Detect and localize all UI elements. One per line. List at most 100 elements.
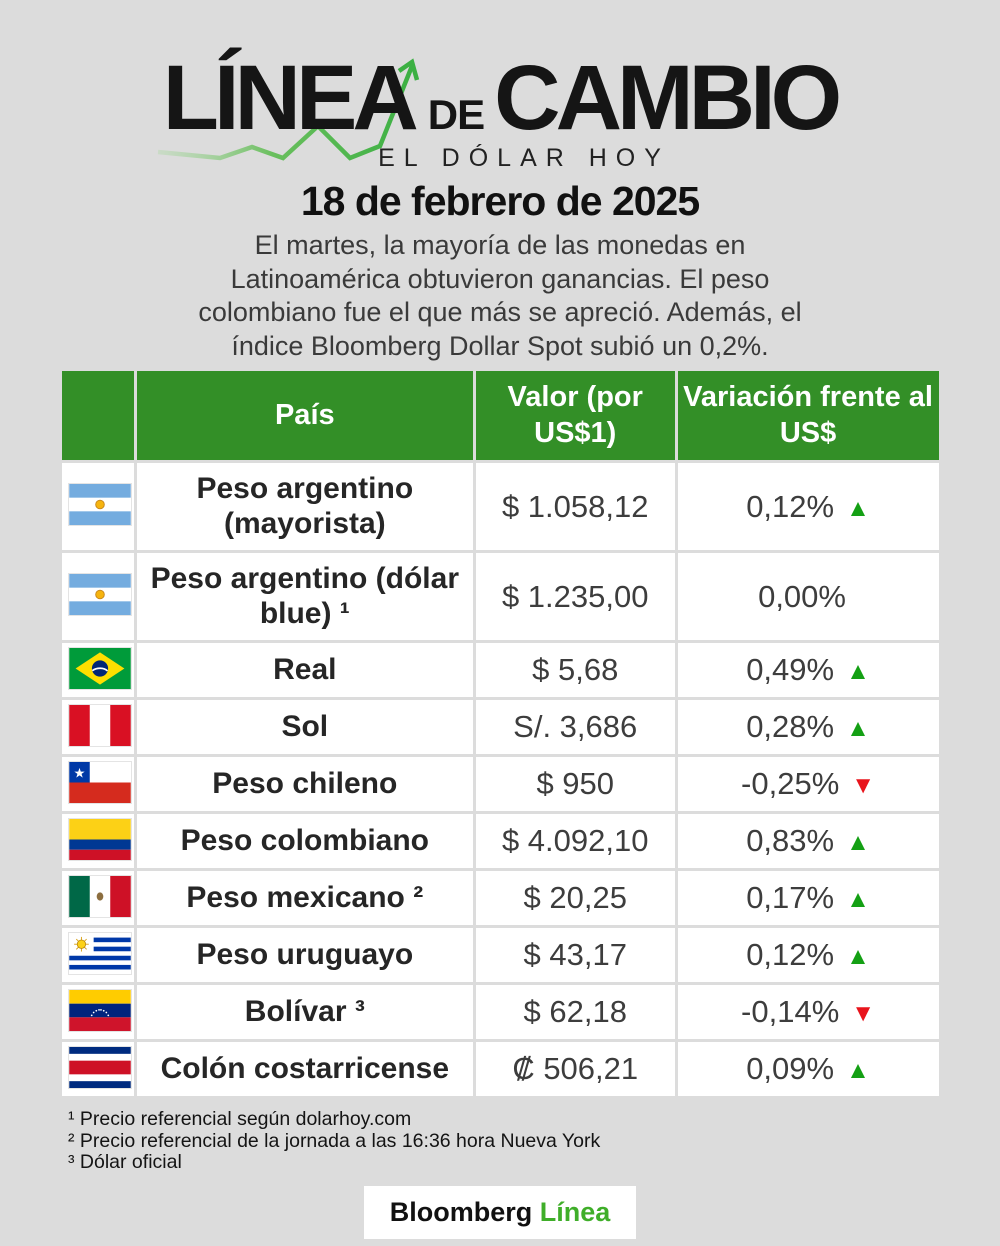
up-arrow-icon: ▲	[846, 943, 870, 970]
variation-value: -0,14%	[741, 994, 840, 1029]
up-arrow-icon: ▲	[846, 658, 870, 685]
table-row: Peso mexicano ² $ 20,25 0,17% ▲	[61, 871, 939, 925]
table-header-row: País Valor (por US$1) Variación frente a…	[61, 371, 939, 460]
variation-cell: 0,09% ▲	[677, 1042, 939, 1096]
down-arrow-icon: ▼	[851, 1000, 876, 1027]
footnote-1: ¹ Precio referencial según dolarhoy.com	[68, 1108, 412, 1130]
flag-cell	[61, 757, 134, 811]
country-name: Sol	[136, 700, 473, 754]
intro-line: Latinoamérica obtuvieron ganancias. El p…	[230, 263, 770, 294]
up-arrow-icon: ▲	[846, 886, 870, 913]
variation-cell: 0,17% ▲	[677, 871, 939, 925]
variation-value: 0,12%	[746, 488, 835, 524]
currency-value: $ 62,18	[475, 985, 675, 1039]
variation-value: 0,83%	[746, 823, 835, 858]
chile-flag-icon	[67, 760, 132, 804]
variation-value: 0,49%	[746, 652, 835, 687]
flag-cell	[61, 643, 134, 697]
flag-cell	[61, 700, 134, 754]
variation-column-header: Variación frente al US$	[677, 371, 939, 460]
flag-cell	[61, 553, 134, 640]
currency-value: ₡ 506,21	[475, 1042, 675, 1096]
country-name: Peso argentino (dólar blue) ¹	[136, 553, 473, 640]
country-name: Bolívar ³	[136, 985, 473, 1039]
brand-footer: Bloomberg Línea	[0, 1185, 1000, 1239]
currency-value: $ 1.235,00	[475, 553, 675, 640]
table-row: Peso argentino (dólar blue) ¹ $ 1.235,00…	[61, 553, 939, 640]
value-column-header: Valor (por US$1)	[475, 371, 675, 460]
brand-name-bloomberg: Bloomberg	[389, 1196, 533, 1227]
flag-cell	[61, 985, 134, 1039]
table-row: Colón costarricense ₡ 506,21 0,09% ▲	[61, 1042, 939, 1096]
up-arrow-icon: ▲	[846, 1057, 870, 1084]
footnote-3: ³ Dólar oficial	[68, 1151, 182, 1173]
country-name: Colón costarricense	[136, 1042, 473, 1096]
date: 18 de febrero de 2025	[300, 178, 700, 224]
table-row: Bolívar ³ $ 62,18 -0,14% ▼	[61, 985, 939, 1039]
currency-value: S/. 3,686	[475, 700, 675, 754]
intro-line: colombiano fue el que más se apreció. Ad…	[198, 297, 802, 327]
venezuela-flag-icon	[67, 988, 132, 1032]
up-arrow-icon: ▲	[846, 829, 870, 856]
flag-cell	[61, 463, 134, 550]
variation-value: 0,12%	[746, 937, 835, 972]
costa-rica-flag-icon	[67, 1045, 132, 1089]
table-row: Peso uruguayo $ 43,17 0,12% ▲	[61, 928, 939, 982]
flag-cell	[61, 1042, 134, 1096]
tagline: EL DÓLAR HOY	[378, 144, 670, 172]
brazil-flag-icon	[67, 646, 132, 690]
flag-cell	[61, 871, 134, 925]
trend-line-icon	[157, 58, 420, 161]
colombia-flag-icon	[67, 817, 132, 861]
title-word-linea: LÍNEA	[162, 47, 419, 149]
variation-value: 0,17%	[746, 880, 835, 915]
variation-cell: 0,28% ▲	[677, 700, 939, 754]
table-row: Real $ 5,68 0,49% ▲	[61, 643, 939, 697]
footnotes: ¹ Precio referencial según dolarhoy.com …	[68, 1108, 1000, 1174]
footnote-2: ² Precio referencial de la jornada a las…	[68, 1129, 601, 1152]
page-title: LÍNEA DE CAMBIO	[0, 52, 1000, 144]
bloomberg-linea-logo: Bloomberg Línea	[363, 1185, 637, 1239]
up-arrow-icon: ▲	[846, 715, 870, 742]
variation-value: 0,28%	[746, 709, 835, 744]
intro-line: índice Bloomberg Dollar Spot subió un 0,…	[231, 330, 769, 361]
variation-cell: 0,12% ▲	[677, 463, 939, 550]
variation-value: -0,25%	[741, 766, 840, 801]
header: LÍNEA DE CAMBIO EL DÓLAR HOY 18 de febrero…	[0, 0, 1000, 368]
brand-name-linea: Línea	[539, 1196, 611, 1227]
down-arrow-icon: ▼	[851, 772, 876, 799]
currency-table: País Valor (por US$1) Variación frente a…	[59, 368, 942, 1099]
argentina-flag-icon	[67, 573, 132, 616]
currency-value: $ 43,17	[475, 928, 675, 982]
country-name: Peso chileno	[136, 757, 473, 811]
table-row: Sol S/. 3,686 0,28% ▲	[61, 700, 939, 754]
variation-cell: -0,25% ▼	[677, 757, 939, 811]
variation-cell: -0,14% ▼	[677, 985, 939, 1039]
country-name: Peso mexicano ²	[136, 871, 473, 925]
variation-cell: 0,12% ▲	[677, 928, 939, 982]
country-column-header: País	[136, 371, 473, 460]
country-name: Peso uruguayo	[136, 928, 473, 982]
currency-value: $ 4.092,10	[475, 814, 675, 868]
peru-flag-icon	[67, 703, 132, 747]
variation-value: 0,00%	[758, 578, 846, 614]
flag-column-header	[61, 371, 134, 460]
currency-value: $ 1.058,12	[475, 463, 675, 550]
title-word-cambio: CAMBIO	[494, 47, 842, 149]
country-name: Peso colombiano	[136, 814, 473, 868]
table-row: Peso chileno $ 950 -0,25% ▼	[61, 757, 939, 811]
intro-text: El martes, la mayoría de las monedas en …	[0, 229, 1000, 363]
currency-value: $ 5,68	[475, 643, 675, 697]
variation-cell: 0,49% ▲	[677, 643, 939, 697]
argentina-flag-icon	[67, 483, 132, 526]
currency-value: $ 20,25	[475, 871, 675, 925]
intro-line: El martes, la mayoría de las monedas en	[254, 230, 746, 260]
up-arrow-icon: ▲	[846, 494, 870, 522]
currency-value: $ 950	[475, 757, 675, 811]
mexico-flag-icon	[67, 874, 132, 918]
country-name: Real	[136, 643, 473, 697]
variation-cell: 0,83% ▲	[677, 814, 939, 868]
flag-cell	[61, 814, 134, 868]
variation-cell: 0,00%	[677, 553, 939, 640]
